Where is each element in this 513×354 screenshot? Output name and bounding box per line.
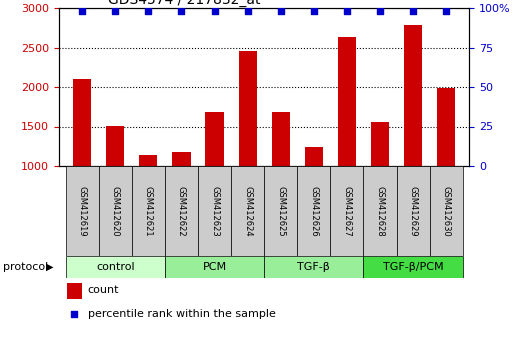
Text: GSM412626: GSM412626 [309, 185, 319, 236]
Bar [364, 166, 397, 256]
Bar [231, 166, 264, 256]
Text: control: control [96, 262, 134, 272]
Point [78, 8, 86, 14]
Text: count: count [88, 285, 119, 296]
Text: GSM412625: GSM412625 [276, 186, 285, 236]
Text: ▶: ▶ [46, 262, 53, 272]
Bar [264, 166, 298, 256]
Bar [437, 88, 456, 245]
Bar [298, 166, 330, 256]
Bar [272, 112, 290, 245]
Text: GSM412629: GSM412629 [409, 186, 418, 236]
Bar [66, 166, 98, 256]
Bar [364, 256, 463, 278]
Bar [430, 166, 463, 256]
Bar [139, 155, 157, 245]
Bar [172, 152, 190, 245]
Bar [330, 166, 364, 256]
Bar [404, 24, 422, 245]
Bar [397, 166, 430, 256]
Text: GSM412627: GSM412627 [343, 185, 351, 236]
Bar [371, 122, 389, 245]
Bar [205, 112, 224, 245]
Point [442, 8, 450, 14]
Text: GSM412619: GSM412619 [77, 186, 87, 236]
Bar [106, 126, 124, 245]
Text: percentile rank within the sample: percentile rank within the sample [88, 309, 275, 319]
Text: GSM412623: GSM412623 [210, 185, 219, 236]
Point [244, 8, 252, 14]
Bar [165, 256, 264, 278]
Text: GSM412621: GSM412621 [144, 186, 153, 236]
Bar [264, 256, 364, 278]
Text: GSM412622: GSM412622 [177, 186, 186, 236]
Text: PCM: PCM [203, 262, 227, 272]
Point [277, 8, 285, 14]
Point [111, 8, 120, 14]
Text: GSM412620: GSM412620 [111, 186, 120, 236]
Bar [132, 166, 165, 256]
Bar [239, 51, 256, 245]
Point [376, 8, 384, 14]
Bar [165, 166, 198, 256]
Point [144, 8, 152, 14]
Bar [338, 37, 356, 245]
Point [409, 8, 417, 14]
Bar [305, 147, 323, 245]
Point [70, 311, 78, 317]
Point [177, 8, 186, 14]
Point [210, 8, 219, 14]
Bar [67, 282, 82, 299]
Text: GSM412630: GSM412630 [442, 185, 451, 236]
Text: TGF-β/PCM: TGF-β/PCM [383, 262, 443, 272]
Text: GSM412624: GSM412624 [243, 186, 252, 236]
Text: GDS4574 / 217832_at: GDS4574 / 217832_at [108, 0, 261, 7]
Bar [73, 79, 91, 245]
Point [310, 8, 318, 14]
Text: GSM412628: GSM412628 [376, 185, 385, 236]
Bar [66, 256, 165, 278]
Point [343, 8, 351, 14]
Text: protocol: protocol [3, 262, 48, 272]
Bar [198, 166, 231, 256]
Text: TGF-β: TGF-β [298, 262, 330, 272]
Bar [98, 166, 132, 256]
